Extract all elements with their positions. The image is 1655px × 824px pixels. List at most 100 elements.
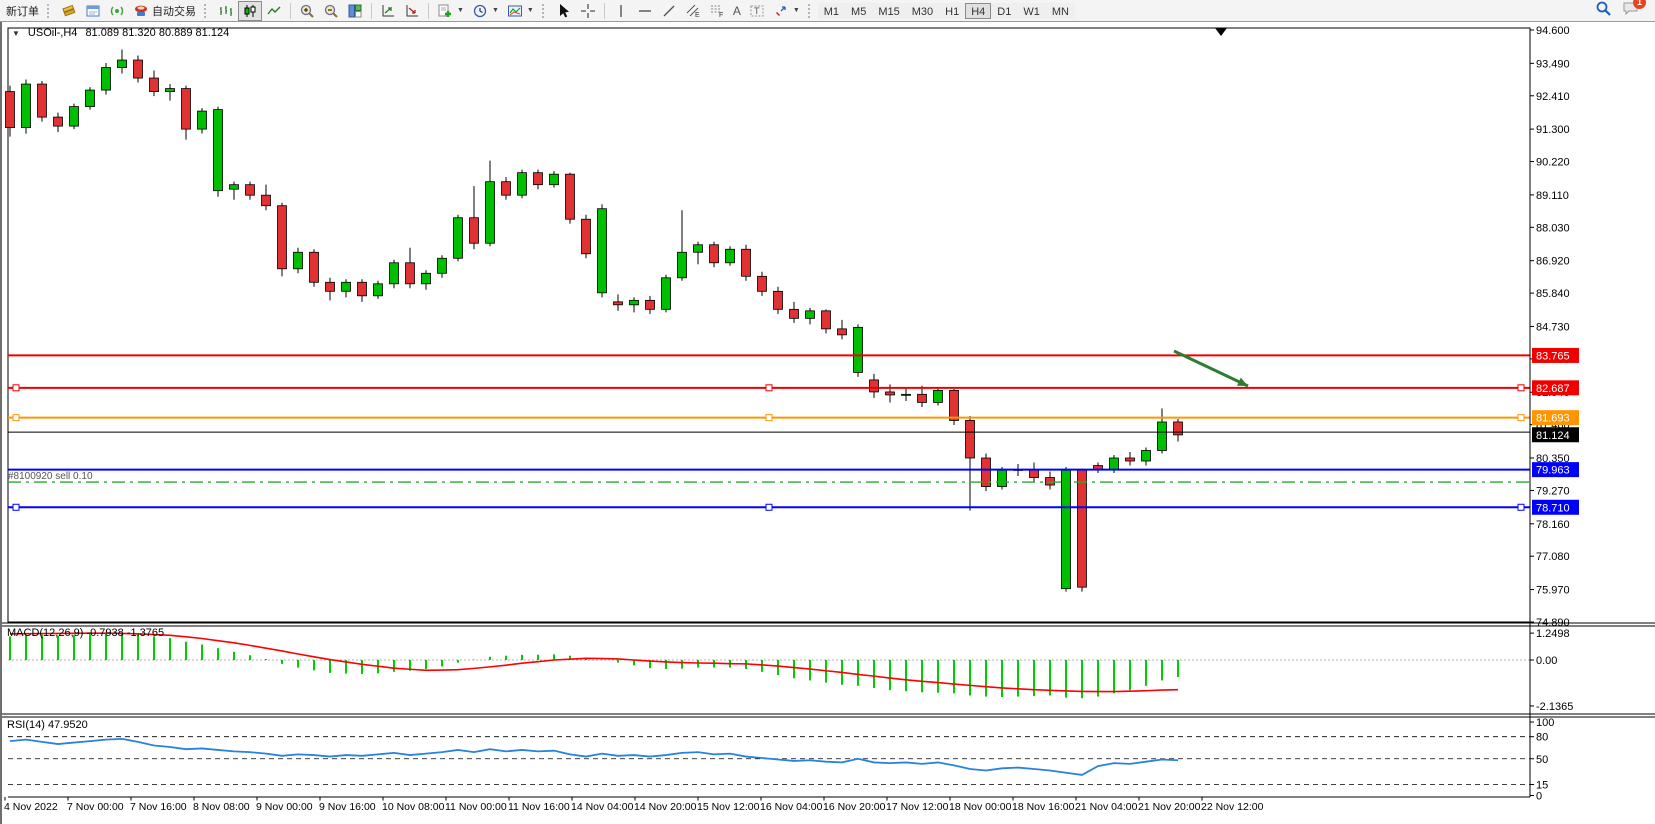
svg-text:0.00: 0.00 — [1536, 655, 1557, 667]
svg-text:79.963: 79.963 — [1536, 465, 1570, 477]
svg-text:15 Nov 12:00: 15 Nov 12:00 — [697, 801, 760, 813]
vertical-line-icon — [613, 3, 629, 19]
toolbar-grip — [47, 3, 54, 18]
line-chart-icon — [266, 3, 282, 19]
add-indicator-button[interactable]: ▼ — [433, 1, 468, 21]
bar-chart-button[interactable] — [214, 1, 238, 21]
cursor-icon — [556, 3, 572, 19]
toolbar-separator — [371, 2, 372, 19]
signal-button[interactable] — [105, 1, 129, 21]
indicator-window-up-button[interactable] — [376, 1, 400, 21]
candlestick-chart-icon — [242, 3, 258, 19]
svg-text:14 Nov 04:00: 14 Nov 04:00 — [571, 801, 634, 813]
svg-text:85.840: 85.840 — [1536, 288, 1570, 300]
trendline-tool-button[interactable] — [657, 1, 681, 21]
line-chart-button[interactable] — [262, 1, 286, 21]
gold-bars-icon — [61, 3, 77, 19]
svg-text:89.110: 89.110 — [1536, 190, 1569, 202]
zoom-out-button[interactable] — [319, 1, 343, 21]
template-icon — [507, 3, 523, 19]
indicator-up-icon — [380, 3, 396, 19]
clock-icon — [472, 3, 488, 19]
svg-text:90.220: 90.220 — [1536, 157, 1570, 169]
add-indicator-icon — [437, 3, 453, 19]
signal-icon — [109, 3, 125, 19]
timeframe-d1-button[interactable]: D1 — [991, 2, 1018, 19]
fibonacci-tool-button[interactable]: F — [705, 1, 729, 21]
candlestick-chart-button[interactable] — [238, 0, 262, 21]
timeframe-mn-button[interactable]: MN — [1045, 2, 1075, 19]
horizontal-line-icon — [637, 3, 653, 19]
zoom-in-icon — [299, 3, 315, 19]
window-icon — [85, 3, 101, 19]
channel-icon: E — [685, 3, 701, 19]
svg-text:84.730: 84.730 — [1536, 321, 1570, 333]
timeframe-h4-button[interactable]: H4 — [965, 2, 992, 19]
svg-text:81.693: 81.693 — [1536, 413, 1570, 425]
svg-text:81.124: 81.124 — [1536, 430, 1570, 442]
timeframe-m30-button[interactable]: M30 — [905, 2, 940, 19]
svg-text:91.300: 91.300 — [1536, 124, 1570, 136]
data-window-button[interactable] — [81, 1, 105, 21]
timeframe-m5-button[interactable]: M5 — [845, 2, 873, 19]
text-label-icon: T — [749, 3, 765, 19]
svg-text:16 Nov 20:00: 16 Nov 20:00 — [823, 801, 886, 813]
crosshair-icon — [580, 3, 596, 19]
chart-canvas[interactable]: 94.600 93.490 92.410 91.300 90.220 89.110 88.0… — [2, 22, 1655, 824]
auto-trading-label: 自动交易 — [152, 5, 196, 18]
auto-trading-button[interactable]: 自动交易 — [129, 1, 200, 21]
horizontal-line-tool-button[interactable] — [633, 1, 657, 21]
search-icon[interactable] — [1595, 0, 1612, 22]
svg-text:8 Nov 08:00: 8 Nov 08:00 — [193, 801, 250, 813]
zoom-in-button[interactable] — [295, 1, 319, 21]
notifications-button[interactable]: 1 — [1622, 0, 1646, 21]
svg-text:9 Nov 16:00: 9 Nov 16:00 — [319, 801, 376, 813]
notification-badge: 1 — [1633, 0, 1646, 9]
svg-text:11 Nov 16:00: 11 Nov 16:00 — [508, 801, 570, 813]
svg-text:92.410: 92.410 — [1536, 91, 1570, 103]
toolbar: 新订单 自动交易 ▼ — [0, 0, 1655, 22]
svg-text:7 Nov 16:00: 7 Nov 16:00 — [130, 801, 187, 813]
crosshair-button[interactable] — [576, 1, 600, 21]
toolbar-separator — [603, 2, 605, 19]
svg-text:18 Nov 00:00: 18 Nov 00:00 — [949, 801, 1012, 813]
timeframe-w1-button[interactable]: W1 — [1017, 2, 1046, 19]
new-order-button[interactable]: 新订单 — [2, 1, 43, 21]
indicator-down-icon — [404, 3, 420, 19]
svg-text:21 Nov 04:00: 21 Nov 04:00 — [1075, 801, 1138, 813]
text-label-tool-button[interactable]: T — [745, 1, 769, 21]
period-button[interactable]: ▼ — [468, 1, 503, 21]
svg-text:80.350: 80.350 — [1536, 453, 1570, 465]
svg-text:14 Nov 20:00: 14 Nov 20:00 — [634, 801, 697, 813]
bar-chart-icon — [218, 3, 234, 19]
timeframe-h1-button[interactable]: H1 — [939, 2, 966, 19]
chevron-down-icon: ▼ — [792, 7, 800, 14]
svg-text:E: E — [695, 12, 700, 19]
chevron-down-icon: ▼ — [457, 7, 464, 14]
open-order-label: #8100920 sell 0.10 — [8, 471, 93, 482]
svg-text:50: 50 — [1536, 754, 1548, 766]
indicator-window-down-button[interactable] — [400, 1, 424, 21]
text-tool-button[interactable]: A — [729, 1, 745, 21]
equidistant-channel-tool-button[interactable]: E — [681, 1, 705, 21]
svg-text:0: 0 — [1536, 791, 1542, 803]
svg-text:93.490: 93.490 — [1536, 58, 1570, 70]
collapse-icon[interactable]: ▼ — [12, 28, 20, 38]
svg-text:-2.1365: -2.1365 — [1536, 701, 1573, 713]
timeframe-m1-button[interactable]: M1 — [817, 2, 846, 19]
template-button[interactable]: ▼ — [503, 1, 538, 21]
vertical-line-tool-button[interactable] — [609, 1, 633, 21]
tile-windows-button[interactable] — [343, 1, 367, 21]
rsi-indicator-label: RSI(14) 47.9520 — [7, 719, 88, 731]
svg-text:10 Nov 08:00: 10 Nov 08:00 — [382, 801, 445, 813]
svg-text:16 Nov 04:00: 16 Nov 04:00 — [760, 801, 823, 813]
market-watch-button[interactable] — [57, 1, 81, 21]
svg-text:94.600: 94.600 — [1536, 25, 1570, 37]
cursor-button[interactable] — [552, 1, 576, 21]
chevron-down-icon: ▼ — [526, 7, 534, 14]
arrows-tool-button[interactable]: ▼ — [769, 1, 804, 21]
auto-trading-icon — [133, 3, 149, 19]
timeframe-m15-button[interactable]: M15 — [872, 2, 906, 19]
symbol-period-label: USOil-,H4 — [27, 27, 78, 39]
svg-text:80: 80 — [1536, 732, 1548, 744]
